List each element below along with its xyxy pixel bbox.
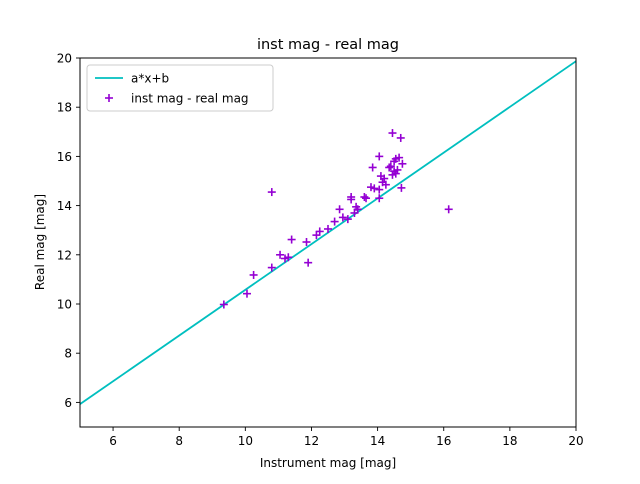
- scatter-point: [284, 253, 293, 262]
- scatter-point: [360, 192, 369, 201]
- legend: a*x+b inst mag - real mag: [86, 64, 274, 112]
- scatter-point: [375, 194, 384, 203]
- scatter-point: [242, 289, 251, 298]
- axes-frame: [79, 57, 577, 428]
- axes: 6 8 10 12 14 16 18 20 6 8 10 12 14 16 18 20: [57, 52, 584, 449]
- scatter-point: [395, 153, 404, 162]
- legend-box: [86, 64, 274, 112]
- x-tick-label: 14: [370, 434, 385, 448]
- y-tick-label: 10: [57, 298, 72, 312]
- scatter-point: [381, 180, 390, 189]
- x-tick-label: 12: [304, 434, 319, 448]
- y-tick-label: 14: [57, 199, 72, 213]
- x-tick-label: 10: [238, 434, 253, 448]
- scatter-point: [347, 195, 356, 204]
- x-tick-label: 16: [436, 434, 451, 448]
- scatter-point: [391, 169, 400, 178]
- scatter-point: [353, 205, 362, 214]
- scatter-point: [397, 183, 406, 192]
- legend-label-fit: a*x+b: [131, 72, 169, 86]
- x-tick-label: 18: [502, 434, 517, 448]
- scatter-point: [385, 163, 394, 172]
- scatter-point: [276, 250, 285, 259]
- scatter-point: [315, 227, 324, 236]
- scatter-point: [375, 152, 384, 161]
- scatter-point: [304, 258, 313, 267]
- y-tick-label: 20: [57, 52, 72, 66]
- scatter-point: [335, 205, 344, 214]
- chart-title: inst mag - real mag: [257, 37, 399, 53]
- scatter-point: [393, 165, 402, 174]
- y-tick-label: 16: [57, 150, 72, 164]
- scatter-point: [368, 163, 377, 172]
- legend-label-series: inst mag - real mag: [131, 92, 249, 106]
- scatter-point: [338, 213, 347, 222]
- scatter-point: [267, 263, 276, 272]
- x-tick-label: 20: [568, 434, 583, 448]
- scatter-point: [324, 224, 332, 233]
- scatter-point: [388, 129, 397, 138]
- y-tick-label: 6: [64, 396, 72, 410]
- y-tick-label: 12: [57, 248, 72, 262]
- scatter-point: [249, 270, 258, 279]
- x-tick-label: 6: [109, 434, 117, 448]
- x-axis-label: Instrument mag [mag]: [260, 456, 396, 470]
- y-axis-label: Real mag [mag]: [33, 194, 47, 290]
- scatter-point: [380, 174, 389, 183]
- plot-area: [80, 60, 576, 405]
- y-tick-label: 18: [57, 101, 72, 115]
- scatter-point: [362, 194, 371, 203]
- scatter-point: [267, 188, 276, 197]
- scatter-point: [343, 215, 352, 224]
- scatter-point: [386, 162, 395, 171]
- scatter-point: [396, 133, 405, 142]
- scatter-point: [287, 235, 296, 244]
- scatter-point: [330, 217, 339, 226]
- scatter-point: [302, 238, 311, 247]
- x-tick-label: 8: [175, 434, 183, 448]
- scatter-point: [375, 185, 384, 194]
- scatter-point: [398, 159, 407, 168]
- scatter-point: [444, 205, 453, 214]
- scatter-point: [219, 300, 228, 309]
- scatter-point: [370, 184, 379, 193]
- y-tick-label: 8: [64, 347, 72, 361]
